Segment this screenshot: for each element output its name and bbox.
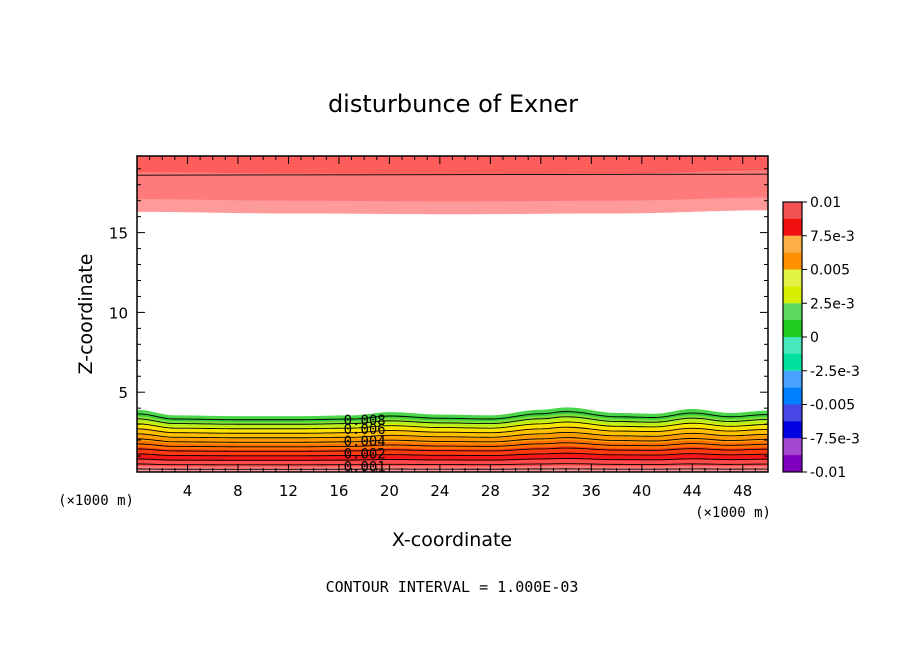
x-tick-label: 24 [430, 482, 449, 500]
colorbar-band-shade [783, 235, 802, 253]
contour-lines [137, 173, 768, 470]
colorbar-band-shade [783, 337, 802, 354]
x-axis-ticks: 4 8 12 16 20 24 28 32 36 40 44 48 [149, 156, 756, 500]
contour-label: 0.001 [344, 459, 386, 475]
chart-title: disturbunce of Exner [328, 90, 578, 118]
contour-interval-footer: CONTOUR INTERVAL = 1.000E-03 [326, 578, 579, 596]
y-tick-label: 5 [118, 384, 128, 402]
x-tick-label: 12 [279, 482, 298, 500]
contour-line [137, 416, 768, 425]
colorbar-band-shade [783, 370, 802, 388]
x-unit-label-left: (×1000 m) [58, 493, 134, 509]
contour-line [137, 457, 768, 461]
x-tick-label: 16 [329, 482, 348, 500]
x-unit-label-right: (×1000 m) [695, 505, 771, 521]
fill-band-upper [137, 156, 768, 175]
x-tick-label: 32 [531, 482, 550, 500]
colorbar-band-shade [783, 202, 802, 219]
x-tick-label: 4 [183, 482, 193, 500]
x-tick-label: 40 [632, 482, 651, 500]
y-axis-ticks: 5 10 15 [109, 168, 768, 457]
contour-line [137, 447, 768, 452]
x-tick-label: 20 [380, 482, 399, 500]
x-tick-label: 44 [683, 482, 702, 500]
colorbar-band [783, 202, 802, 236]
y-tick-label: 15 [109, 225, 128, 243]
colorbar-band [783, 235, 802, 270]
colorbar-band [783, 370, 802, 405]
x-tick-label: 28 [481, 482, 500, 500]
contour-line [137, 463, 768, 466]
colorbar-tick-label: -0.01 [810, 465, 846, 481]
colorbar-tick-label: 0 [810, 330, 819, 346]
contour-line [137, 411, 768, 421]
contour-line [137, 426, 768, 434]
colorbar-band [783, 303, 802, 337]
colorbar-tick-label: 0.005 [810, 263, 850, 279]
contour-line [137, 437, 768, 443]
colorbar-band-shade [783, 404, 802, 422]
x-tick-label: 36 [582, 482, 601, 500]
colorbar-band [783, 269, 802, 304]
colorbar-tick-label: -0.005 [810, 398, 855, 414]
colorbar-band [783, 438, 802, 472]
colorbar-band-shade [783, 303, 802, 321]
contour-label: 0.008 [344, 413, 386, 429]
x-tick-label: 48 [733, 482, 752, 500]
contour-line [137, 442, 768, 448]
contour-label: 0.006 [344, 422, 386, 438]
colorbar-band [783, 337, 802, 371]
y-axis-label: Z-coordinate [75, 254, 97, 375]
contour-line [137, 431, 768, 439]
contour-line [137, 452, 768, 457]
contour-line [137, 173, 768, 176]
colorbar: 0.01 7.5e-3 0.005 2.5e-3 0 -2.5e-3 -0.005 -7.5e… [782, 195, 860, 481]
colorbar-band-shade [783, 269, 802, 287]
colorbar-tick-label: 7.5e-3 [810, 229, 855, 245]
colorbar-band-shade [783, 438, 802, 456]
colorbar-tick-label: 2.5e-3 [810, 296, 855, 312]
x-tick-label: 8 [233, 482, 243, 500]
contour-label: 0.002 [344, 447, 386, 463]
contour-line [137, 421, 768, 430]
colorbar-tick-label: -7.5e-3 [810, 431, 860, 447]
y-tick-label: 10 [109, 304, 128, 322]
colorbar-tick-label: -2.5e-3 [810, 364, 860, 380]
x-axis-label: X-coordinate [392, 529, 512, 551]
colorbar-tick-label: 0.01 [810, 195, 841, 211]
colorbar-band [783, 404, 802, 439]
contour-label: 0.004 [344, 434, 386, 450]
